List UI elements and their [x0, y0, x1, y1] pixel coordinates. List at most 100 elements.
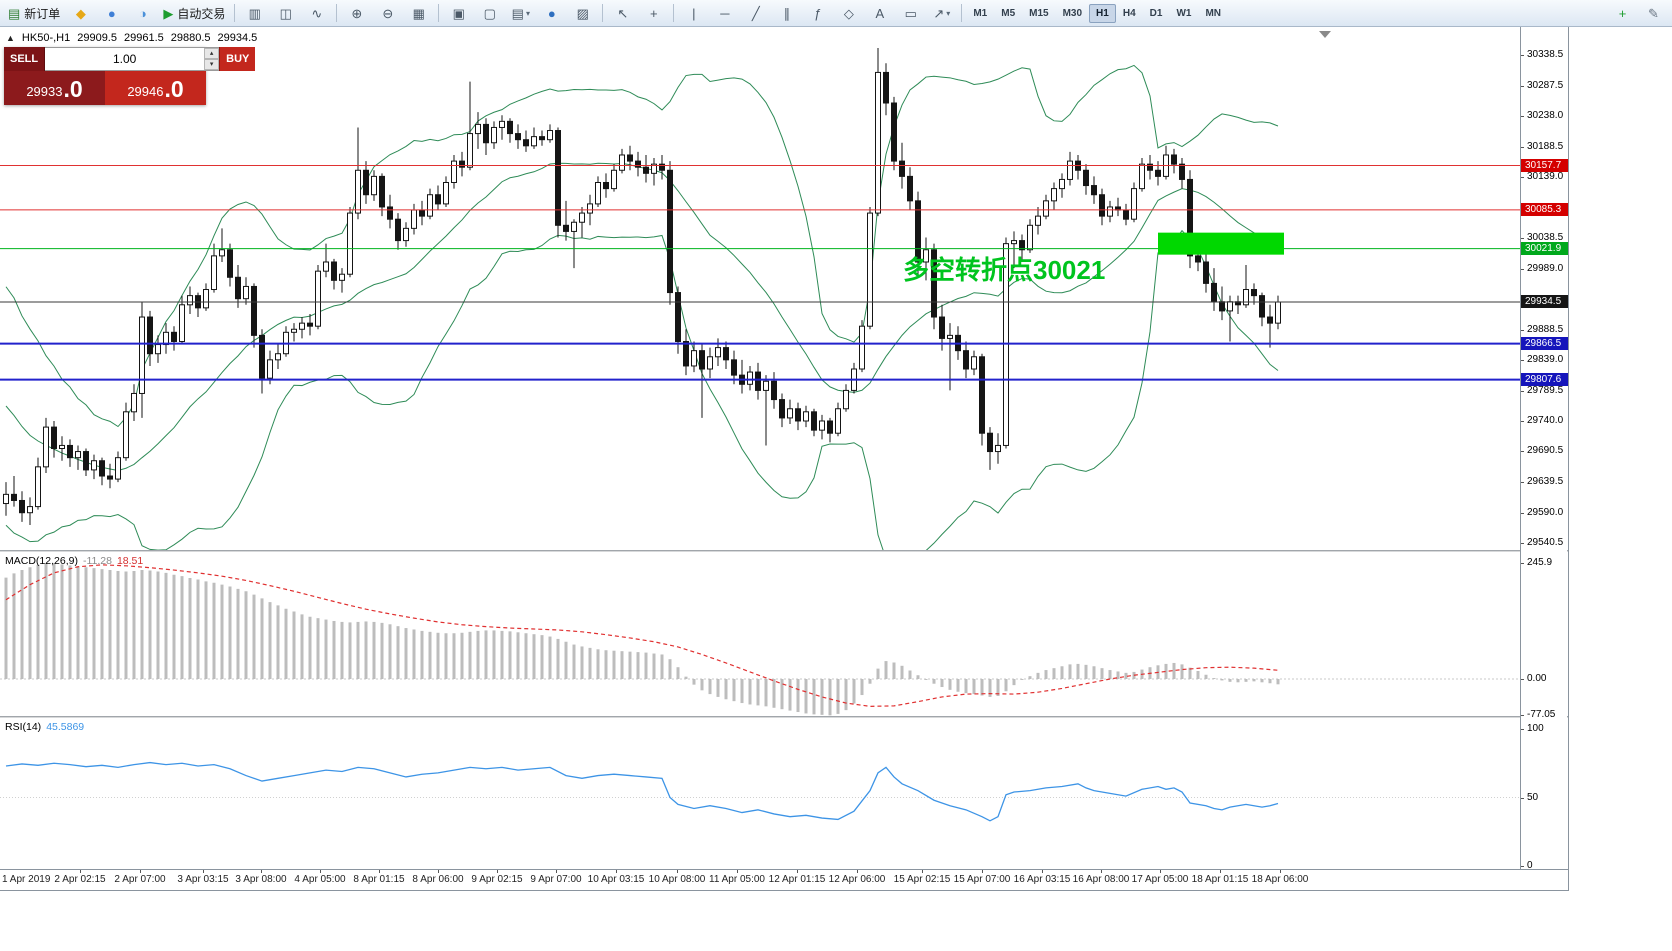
shapes-icon: ◇	[843, 5, 854, 21]
chart-shift-marker-icon[interactable]	[1319, 31, 1331, 38]
data-window-button[interactable]: ▨	[568, 2, 597, 25]
community-icon: ◑	[138, 5, 147, 21]
sell-button[interactable]: SELL	[4, 47, 46, 71]
highlight-rectangle[interactable]	[1158, 232, 1284, 255]
time-tick	[1220, 870, 1221, 873]
autotrading-button[interactable]: ▶ 自动交易	[159, 2, 229, 25]
cascade-windows-button[interactable]: ▣	[444, 2, 473, 25]
timeframe-h4-button[interactable]: H4	[1122, 7, 1136, 19]
chart-window: 多空转折点30021 ▲ HK50-,H1 29909.5 29961.5 29…	[0, 27, 1569, 891]
timeframe-m30-button[interactable]: M30	[1062, 7, 1083, 19]
panel-separator[interactable]	[0, 550, 1568, 552]
bar-chart-button[interactable]: ▥	[240, 2, 269, 25]
time-tick	[677, 870, 678, 873]
panel-collapse-icon[interactable]: ▲	[6, 33, 15, 43]
shapes-button[interactable]: ◇	[834, 2, 863, 25]
tile-windows-button[interactable]: ▦	[404, 2, 433, 25]
candlestick-chart-icon: ◫	[279, 5, 292, 21]
fibonacci-button[interactable]: ƒ	[803, 2, 832, 25]
scale-label: 29639.5	[1527, 476, 1564, 488]
cursor-button[interactable]: ↖	[608, 2, 637, 25]
price-scale[interactable]: 30338.5 30287.5 30238.0 30188.5 30139.0 30038…	[1520, 27, 1568, 871]
new-order-button[interactable]: ▤ 新订单	[4, 2, 64, 25]
macd-panel[interactable]	[0, 552, 1520, 716]
edit-button[interactable]: ✎	[1639, 2, 1668, 25]
time-tick	[1280, 870, 1281, 873]
channel-button[interactable]: ∥	[772, 2, 801, 25]
trendline-icon: ╱	[751, 5, 760, 21]
timeframe-mn-button[interactable]: MN	[1205, 7, 1221, 19]
time-label: 3 Apr 03:15	[177, 874, 229, 885]
timeframe-m5-button[interactable]: M5	[1001, 7, 1016, 19]
timeframe-h1-button[interactable]: H1	[1089, 3, 1116, 23]
scale-tick	[1521, 330, 1524, 332]
market-button[interactable]: ◆	[66, 2, 95, 25]
scale-tick	[1521, 116, 1524, 118]
horizontal-line-button[interactable]: ─	[710, 2, 739, 25]
arrange-windows-button[interactable]: ▢	[475, 2, 504, 25]
vertical-line-button[interactable]: |	[679, 2, 708, 25]
main-chart[interactable]: 多空转折点30021	[0, 27, 1520, 550]
time-tick	[616, 870, 617, 873]
rsi-panel[interactable]	[0, 718, 1520, 869]
chart-annotation-text[interactable]: 多空转折点30021	[903, 255, 1105, 285]
time-tick	[556, 870, 557, 873]
scale-tick	[1521, 360, 1524, 362]
crosshair-button[interactable]: +	[639, 2, 668, 25]
buy-price[interactable]: 29946 .0	[105, 71, 206, 105]
volume-input[interactable]	[45, 48, 205, 70]
time-label: 9 Apr 02:15	[471, 874, 523, 885]
sell-price[interactable]: 29933 .0	[4, 71, 105, 105]
timeframe-d1-button[interactable]: D1	[1149, 7, 1163, 19]
zoom-in-button[interactable]: ⊕	[342, 2, 371, 25]
navigator-button[interactable]: ●	[537, 2, 566, 25]
volume-down-button[interactable]: ▾	[204, 59, 220, 70]
timeframe-w1-button[interactable]: W1	[1176, 7, 1192, 19]
scale-label: 245.9	[1527, 557, 1553, 568]
add-indicator-button[interactable]: +	[1608, 2, 1637, 25]
new-chart-button[interactable]: ▤ ▾	[506, 2, 535, 25]
channel-icon: ∥	[783, 5, 791, 21]
time-label: 9 Apr 07:00	[530, 874, 582, 885]
toolbar-separator	[602, 4, 604, 22]
timeframe-m1-button[interactable]: M1	[973, 7, 988, 19]
arrange-windows-icon: ▢	[483, 5, 496, 21]
scale-tick	[1521, 729, 1524, 730]
toolbar-separator	[234, 4, 236, 22]
time-label: 8 Apr 06:00	[412, 874, 464, 885]
add-indicator-icon: +	[1618, 5, 1627, 21]
panel-separator[interactable]	[0, 716, 1568, 718]
label-button[interactable]: ▭	[896, 2, 925, 25]
timeframe-m15-button[interactable]: M15	[1029, 7, 1049, 19]
time-axis[interactable]: 1 Apr 2019 2 Apr 02:15 2 Apr 07:00 3 Apr 03…	[0, 869, 1568, 889]
trendline-button[interactable]: ╱	[741, 2, 770, 25]
time-label: 16 Apr 08:00	[1072, 874, 1130, 885]
zoom-out-button[interactable]: ⊖	[373, 2, 402, 25]
market-icon: ◆	[75, 5, 86, 21]
scale-tick	[1521, 715, 1524, 717]
volume-up-button[interactable]: ▴	[204, 48, 220, 59]
time-label: 2 Apr 07:00	[114, 874, 166, 885]
profile-button[interactable]: ●	[97, 2, 126, 25]
candlestick-chart-button[interactable]: ◫	[271, 2, 300, 25]
time-label: 3 Apr 08:00	[235, 874, 287, 885]
scale-label: 30038.5	[1527, 232, 1564, 244]
scale-label: 29690.5	[1527, 445, 1564, 457]
buy-button[interactable]: BUY	[219, 47, 256, 71]
time-tick	[203, 870, 204, 873]
high-value: 29961.5	[123, 32, 164, 44]
arrows-icon: ↗	[933, 5, 945, 21]
scale-tick	[1521, 55, 1524, 56]
text-button[interactable]: A	[865, 2, 894, 25]
tile-windows-icon: ▦	[412, 5, 425, 21]
line-chart-button[interactable]: ∿	[302, 2, 331, 25]
community-button[interactable]: ◑	[128, 2, 157, 25]
cursor-icon: ↖	[617, 5, 629, 21]
arrows-button[interactable]: ↗ ▾	[927, 2, 956, 25]
time-tick	[379, 870, 380, 873]
scale-label: 29540.5	[1527, 536, 1564, 548]
time-label: 8 Apr 01:15	[353, 874, 405, 885]
horizontal-lines[interactable]	[0, 165, 1520, 381]
scale-label: 50	[1527, 791, 1539, 803]
autotrading-icon: ▶	[163, 5, 174, 21]
